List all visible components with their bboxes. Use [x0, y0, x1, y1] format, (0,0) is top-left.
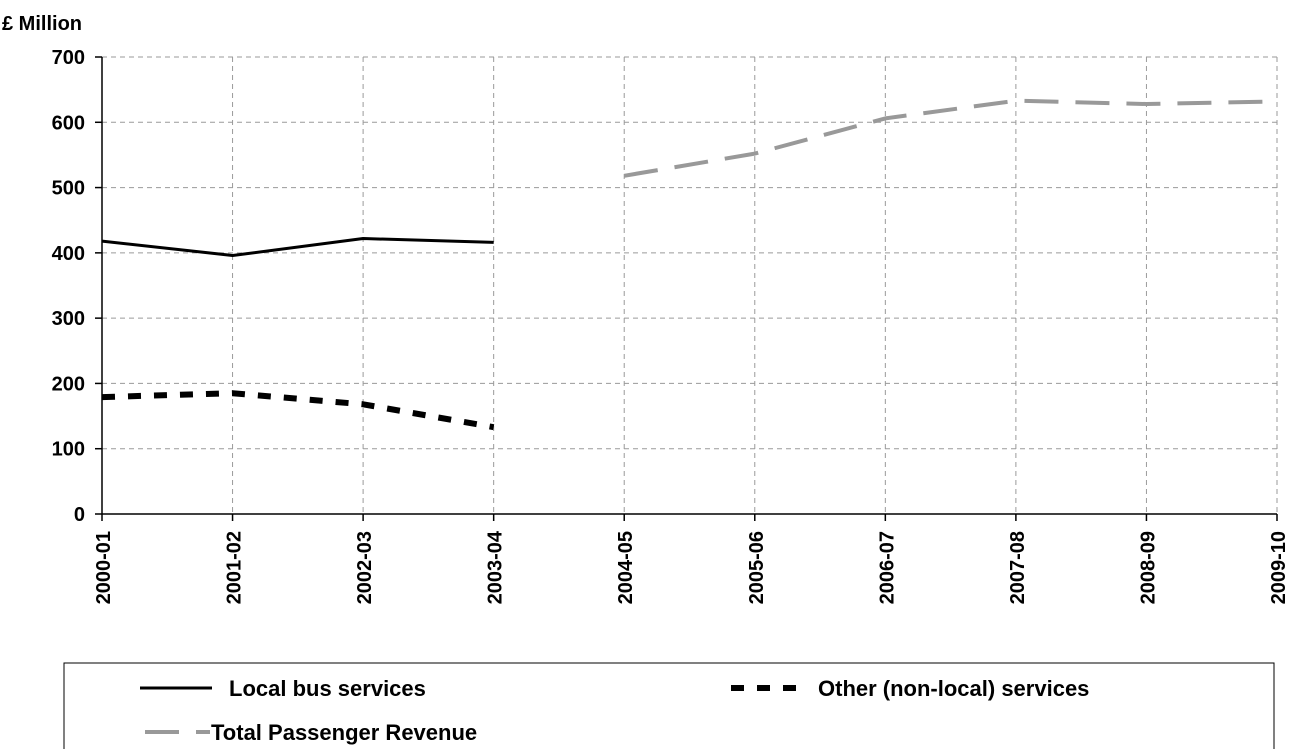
legend-box: [63, 662, 1275, 749]
series-line-1: [101, 390, 495, 431]
grid: [102, 56, 1278, 514]
x-tick-label: 2009-10: [1268, 531, 1290, 604]
x-tick-label: 2008-09: [1137, 531, 1159, 604]
y-tick-label: 300: [52, 308, 85, 330]
y-tick-label: 200: [52, 373, 85, 395]
x-tick-label: 2003-04: [485, 530, 507, 604]
series-lines: [101, 98, 1278, 431]
x-tick-label: 2000-01: [93, 531, 115, 604]
legend: Local bus services Other (non-local) ser…: [63, 662, 1275, 749]
y-tick-label: 400: [52, 243, 85, 265]
y-tick-label: 0: [74, 504, 85, 526]
x-tick-labels: 2000-01 2001-02 2002-03 2003-04 2004-05 2005-…: [93, 530, 1290, 604]
legend-label-local-bus: Local bus services: [229, 676, 426, 701]
x-tick-label: 2007-08: [1007, 531, 1029, 604]
legend-label-other-services: Other (non-local) services: [818, 676, 1089, 701]
x-tick-label: 2001-02: [224, 531, 246, 604]
y-tick-labels: 0 100 200 300 400 500 600 700: [52, 47, 85, 526]
series-line-2: [623, 98, 1278, 178]
y-tick-label: 600: [52, 112, 85, 134]
y-tick-label: 500: [52, 178, 85, 200]
axes: [95, 56, 1278, 521]
x-tick-label: 2004-05: [615, 531, 637, 604]
legend-label-total-revenue: Total Passenger Revenue: [211, 720, 477, 745]
series-line-0: [101, 237, 494, 257]
y-axis-title: £ Million: [2, 13, 82, 35]
x-tick-label: 2002-03: [354, 531, 376, 604]
x-tick-label: 2005-06: [746, 531, 768, 604]
y-tick-label: 100: [52, 439, 85, 461]
y-tick-label: 700: [52, 47, 85, 69]
x-tick-label: 2006-07: [876, 531, 898, 604]
